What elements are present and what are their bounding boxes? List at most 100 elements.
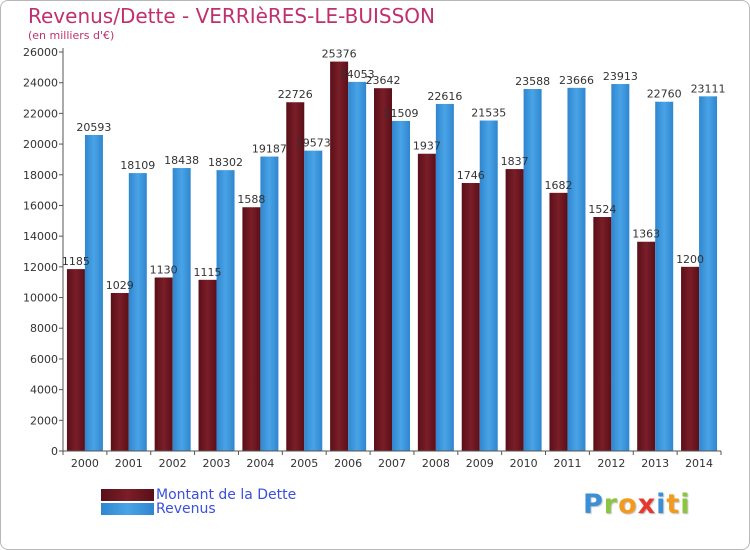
data-label-dette: 23642 bbox=[366, 74, 401, 87]
logo-letter: x bbox=[637, 489, 657, 520]
data-label-revenus: 20593 bbox=[76, 121, 111, 134]
chart-subtitle: (en milliers d'€) bbox=[28, 29, 115, 42]
bar-revenus bbox=[435, 103, 454, 451]
data-label-revenus: 18302 bbox=[208, 156, 243, 169]
data-label-revenus: 23666 bbox=[559, 74, 594, 87]
y-tick-label: 26000 bbox=[23, 46, 58, 59]
x-tick-label: 2001 bbox=[115, 457, 143, 470]
x-tick-label: 2005 bbox=[290, 457, 318, 470]
proxiti-logo: Proxiti bbox=[583, 489, 691, 520]
data-label-revenus: 22760 bbox=[647, 88, 682, 101]
bar-dette bbox=[505, 169, 524, 451]
logo-letter: i bbox=[680, 489, 691, 520]
x-tick-label: 2009 bbox=[466, 457, 494, 470]
logo-letter: t bbox=[666, 489, 681, 520]
legend-swatch-dette bbox=[101, 489, 154, 501]
data-label-revenus: 21535 bbox=[471, 107, 506, 120]
data-label-revenus: 18438 bbox=[164, 154, 199, 167]
bar-revenus bbox=[392, 120, 410, 451]
bar-revenus bbox=[172, 168, 191, 452]
x-tick-label: 2013 bbox=[641, 457, 669, 470]
legend-item-dette: Montant de la Dette bbox=[101, 488, 296, 502]
x-tick-label: 2012 bbox=[597, 457, 625, 470]
bar-dette bbox=[242, 207, 261, 451]
bar-revenus bbox=[348, 81, 367, 451]
logo-letter: i bbox=[656, 489, 667, 520]
bar-revenus bbox=[128, 173, 147, 451]
y-tick-label: 2000 bbox=[30, 414, 58, 427]
x-tick-label: 2011 bbox=[553, 457, 581, 470]
y-tick-label: 18000 bbox=[23, 169, 58, 182]
x-tick-label: 2008 bbox=[422, 457, 450, 470]
bar-dette bbox=[461, 183, 480, 451]
y-tick-label: 4000 bbox=[30, 384, 58, 397]
y-tick-label: 14000 bbox=[23, 230, 58, 243]
data-label-dette: 1363 bbox=[632, 228, 660, 241]
legend-label-revenus: Revenus bbox=[156, 501, 216, 517]
bar-revenus bbox=[84, 134, 103, 451]
y-tick-label: 0 bbox=[51, 445, 58, 458]
bar-revenus bbox=[216, 170, 235, 451]
y-tick-label: 8000 bbox=[30, 322, 58, 335]
bar-dette bbox=[198, 279, 217, 451]
bar-dette bbox=[66, 269, 85, 451]
bar-dette bbox=[417, 153, 436, 451]
data-label-revenus: 22616 bbox=[427, 90, 462, 103]
x-tick-label: 2000 bbox=[71, 457, 99, 470]
y-tick-label: 22000 bbox=[23, 107, 58, 120]
bar-dette bbox=[154, 277, 173, 451]
data-label-dette: 1837 bbox=[501, 155, 529, 168]
x-tick-label: 2010 bbox=[510, 457, 538, 470]
x-tick-label: 2002 bbox=[159, 457, 187, 470]
logo-letter: P bbox=[583, 489, 604, 520]
data-label-revenus: 19187 bbox=[252, 143, 287, 156]
data-label-revenus: 23588 bbox=[515, 75, 550, 88]
bar-revenus bbox=[523, 89, 542, 451]
y-tick-label: 20000 bbox=[23, 138, 58, 151]
data-label-dette: 1746 bbox=[457, 169, 485, 182]
x-tick-label: 2014 bbox=[685, 457, 713, 470]
bar-dette bbox=[110, 293, 129, 451]
data-label-dette: 1185 bbox=[62, 255, 90, 268]
legend-label-dette: Montant de la Dette bbox=[156, 487, 297, 503]
legend-swatch-revenus bbox=[101, 503, 154, 515]
x-tick-label: 2004 bbox=[246, 457, 274, 470]
bar-dette bbox=[593, 217, 612, 451]
bar-revenus bbox=[304, 150, 323, 451]
data-label-revenus: 18109 bbox=[120, 159, 155, 172]
x-tick-label: 2006 bbox=[334, 457, 362, 470]
x-tick-label: 2003 bbox=[203, 457, 231, 470]
bar-dette bbox=[549, 192, 568, 451]
bar-revenus bbox=[699, 96, 718, 452]
data-label-revenus: 21509 bbox=[384, 107, 419, 120]
bar-dette bbox=[286, 102, 305, 451]
data-label-dette: 25376 bbox=[322, 48, 357, 61]
bar-dette bbox=[681, 266, 700, 451]
data-label-revenus: 24053 bbox=[340, 68, 375, 81]
y-tick-label: 12000 bbox=[23, 261, 58, 274]
logo-letter: r bbox=[603, 489, 619, 520]
data-label-revenus: 23111 bbox=[691, 82, 726, 95]
bar-revenus bbox=[655, 101, 674, 452]
data-label-dette: 22726 bbox=[278, 88, 313, 101]
data-label-revenus: 23913 bbox=[603, 70, 638, 83]
y-tick-label: 6000 bbox=[30, 353, 58, 366]
logo-letter: o bbox=[618, 489, 638, 520]
data-label-dette: 1200 bbox=[676, 253, 704, 266]
bar-revenus bbox=[260, 156, 279, 451]
y-tick-label: 10000 bbox=[23, 292, 58, 305]
data-label-dette: 1524 bbox=[588, 203, 616, 216]
data-label-dette: 1029 bbox=[106, 279, 134, 292]
bar-revenus bbox=[567, 87, 586, 451]
x-tick-label: 2007 bbox=[378, 457, 406, 470]
data-label-dette: 1115 bbox=[194, 266, 222, 279]
bar-dette bbox=[374, 88, 392, 452]
data-label-dette: 1130 bbox=[150, 263, 178, 276]
bar-revenus bbox=[611, 84, 630, 452]
y-tick-label: 16000 bbox=[23, 199, 58, 212]
y-tick-label: 24000 bbox=[23, 77, 58, 90]
bar-revenus bbox=[479, 120, 498, 452]
bar-dette bbox=[330, 61, 349, 452]
